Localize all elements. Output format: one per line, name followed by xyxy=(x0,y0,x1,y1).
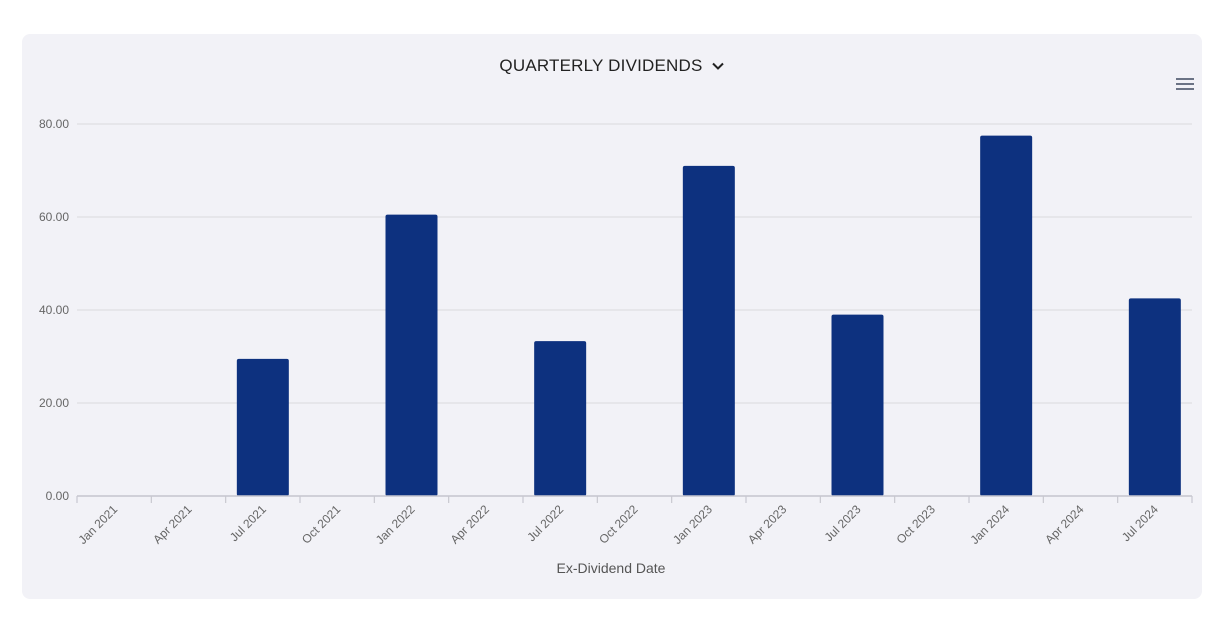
x-tick-label: Oct 2023 xyxy=(894,502,939,547)
x-axis-ticks: Jan 2021 Apr 2021 Jul 2021 Oct 2021 Jan 2022… xyxy=(75,502,1161,547)
y-tick-label: 40.00 xyxy=(39,303,69,317)
chart-title-dropdown[interactable]: QUARTERLY DIVIDENDS xyxy=(499,56,724,76)
x-tick-label: Jul 2023 xyxy=(822,502,864,544)
chart-card: QUARTERLY DIVIDENDS 0.00 20.00 40.00 60.00 8… xyxy=(22,34,1202,599)
y-tick-label: 80.00 xyxy=(39,117,69,131)
x-tick-label: Oct 2021 xyxy=(299,502,344,547)
bar-jul-2024[interactable] xyxy=(1128,298,1181,496)
x-tick-label: Oct 2022 xyxy=(596,502,641,547)
y-tick-label: 0.00 xyxy=(46,489,70,503)
x-tick-label: Jul 2021 xyxy=(227,502,269,544)
bar-jan-2023[interactable] xyxy=(682,165,735,496)
x-tick-label: Apr 2023 xyxy=(745,502,790,547)
chevron-down-icon xyxy=(711,62,724,70)
bar-jan-2022[interactable] xyxy=(385,214,438,497)
bar-jul-2022[interactable] xyxy=(534,341,587,496)
y-axis-ticks: 0.00 20.00 40.00 60.00 80.00 xyxy=(39,117,69,503)
x-tick-label: Jan 2022 xyxy=(373,502,418,547)
chart-header: QUARTERLY DIVIDENDS xyxy=(22,56,1202,76)
bar-jul-2023[interactable] xyxy=(831,314,884,496)
x-tick-label: Jul 2024 xyxy=(1119,502,1161,544)
y-tick-label: 60.00 xyxy=(39,210,69,224)
x-axis-label: Ex-Dividend Date xyxy=(557,560,666,576)
chart-title: QUARTERLY DIVIDENDS xyxy=(499,56,703,75)
x-tick-label: Jan 2024 xyxy=(967,502,1012,547)
hamburger-menu-icon[interactable] xyxy=(1176,77,1194,91)
bar-jan-2024[interactable] xyxy=(980,135,1033,496)
x-tick-label: Apr 2021 xyxy=(150,502,195,547)
x-tick-label: Jan 2023 xyxy=(670,502,715,547)
y-tick-label: 20.00 xyxy=(39,396,69,410)
bars xyxy=(236,135,1181,497)
x-tick-label: Jul 2022 xyxy=(524,502,566,544)
x-tick-label: Apr 2024 xyxy=(1042,502,1087,547)
x-tick-label: Jan 2021 xyxy=(75,502,120,547)
x-axis xyxy=(76,495,1193,503)
x-tick-label: Apr 2022 xyxy=(448,502,493,547)
dividends-bar-chart: 0.00 20.00 40.00 60.00 80.00 Jan 2021 Apr 202… xyxy=(39,117,1193,576)
bar-jul-2021[interactable] xyxy=(236,358,289,496)
